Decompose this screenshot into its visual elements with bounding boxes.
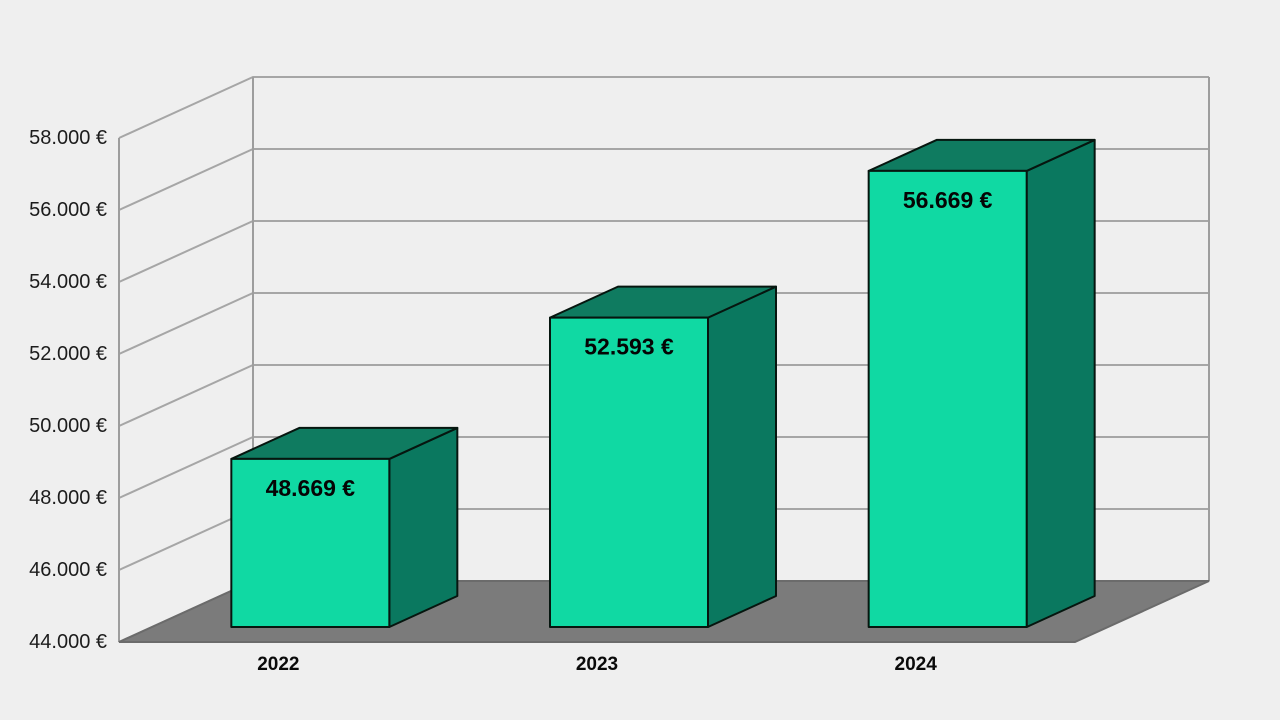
bar-2022-side bbox=[388, 426, 459, 628]
bar-2022-front bbox=[230, 457, 391, 628]
y-tick-label-44000: 44.000 € bbox=[29, 631, 107, 653]
value-label-2023: 52.593 € bbox=[584, 334, 674, 360]
bar-2024-front bbox=[867, 169, 1028, 628]
bar-2023-front bbox=[549, 316, 709, 628]
y-tick-label-56000: 56.000 € bbox=[29, 199, 107, 221]
y-tick-label-54000: 54.000 € bbox=[29, 271, 107, 293]
value-label-2024: 56.669 € bbox=[903, 187, 993, 213]
x-axis-label-2023: 2023 bbox=[576, 654, 618, 675]
y-tick-label-48000: 48.000 € bbox=[29, 487, 107, 509]
y-tick-label-52000: 52.000 € bbox=[29, 343, 107, 365]
y-tick-label-50000: 50.000 € bbox=[29, 415, 107, 437]
value-label-2022: 48.669 € bbox=[266, 475, 356, 501]
bar-2023-side bbox=[707, 285, 777, 628]
y-tick-label-46000: 46.000 € bbox=[29, 559, 107, 581]
left-wall bbox=[119, 77, 253, 642]
x-axis-label-2022: 2022 bbox=[257, 654, 299, 675]
x-axis-label-2024: 2024 bbox=[895, 654, 938, 675]
y-tick-label-58000: 58.000 € bbox=[29, 127, 107, 149]
bar-2024-side bbox=[1025, 138, 1096, 628]
